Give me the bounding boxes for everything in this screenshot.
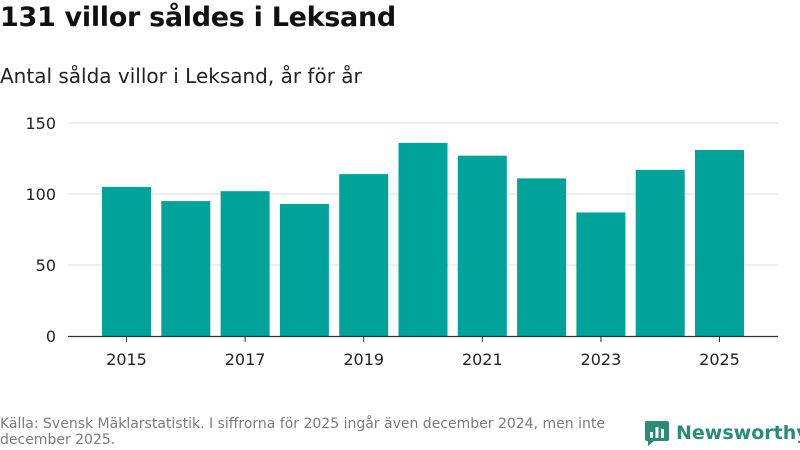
- bar-2021: [457, 155, 507, 336]
- y-tick-label: 50: [36, 256, 56, 275]
- source-note: Källa: Svensk Mäklarstatistik. I siffror…: [0, 416, 605, 448]
- bar-2025: [695, 149, 744, 336]
- bar-2018: [279, 203, 329, 336]
- x-tick-label: 2015: [106, 350, 147, 369]
- bar-2020: [398, 142, 448, 336]
- bar-2017: [220, 191, 270, 336]
- bar-chart-logo-icon: [645, 421, 669, 446]
- brand-logo: Newsworthy: [644, 419, 800, 447]
- y-tick-label: 150: [25, 114, 56, 133]
- brand-name: Newsworthy: [676, 422, 800, 444]
- x-tick-label: 2019: [343, 350, 384, 369]
- bar-2019: [339, 174, 389, 336]
- bar-2016: [161, 201, 211, 336]
- chart-title: 131 villor såldes i Leksand: [0, 2, 396, 33]
- y-tick-label: 100: [25, 185, 56, 204]
- x-tick-label: 2023: [581, 350, 622, 369]
- bar-chart: 0 50 100 150 2015 2017 2019 2021 2023 2025: [25, 114, 778, 369]
- bar-2015: [102, 186, 151, 336]
- x-tick-label: 2025: [699, 350, 740, 369]
- bar-2024: [635, 169, 685, 336]
- chart-subtitle: Antal sålda villor i Leksand, år för år: [0, 64, 362, 88]
- y-tick-label: 0: [46, 327, 56, 346]
- bar-2023: [576, 212, 626, 336]
- bar-2022: [517, 178, 567, 336]
- x-tick-label: 2021: [462, 350, 503, 369]
- x-tick-label: 2017: [225, 350, 266, 369]
